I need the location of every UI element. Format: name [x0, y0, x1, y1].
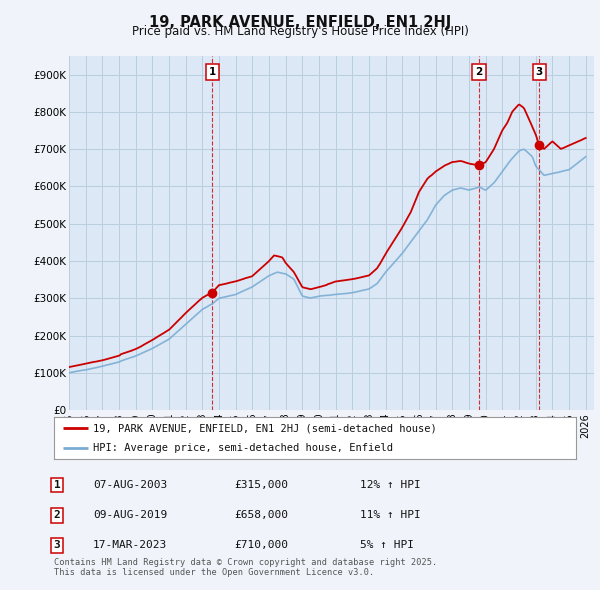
Text: 09-AUG-2019: 09-AUG-2019 — [93, 510, 167, 520]
Text: 2: 2 — [475, 67, 482, 77]
Text: 12% ↑ HPI: 12% ↑ HPI — [360, 480, 421, 490]
Text: 3: 3 — [536, 67, 543, 77]
Text: Contains HM Land Registry data © Crown copyright and database right 2025.
This d: Contains HM Land Registry data © Crown c… — [54, 558, 437, 577]
Text: 07-AUG-2003: 07-AUG-2003 — [93, 480, 167, 490]
Text: HPI: Average price, semi-detached house, Enfield: HPI: Average price, semi-detached house,… — [93, 444, 393, 453]
Text: £710,000: £710,000 — [234, 540, 288, 550]
Text: Price paid vs. HM Land Registry's House Price Index (HPI): Price paid vs. HM Land Registry's House … — [131, 25, 469, 38]
Text: 5% ↑ HPI: 5% ↑ HPI — [360, 540, 414, 550]
Text: 1: 1 — [209, 67, 216, 77]
Text: 17-MAR-2023: 17-MAR-2023 — [93, 540, 167, 550]
Text: 19, PARK AVENUE, ENFIELD, EN1 2HJ (semi-detached house): 19, PARK AVENUE, ENFIELD, EN1 2HJ (semi-… — [93, 423, 437, 433]
Text: 1: 1 — [53, 480, 61, 490]
Text: 11% ↑ HPI: 11% ↑ HPI — [360, 510, 421, 520]
Text: £658,000: £658,000 — [234, 510, 288, 520]
Text: 2: 2 — [53, 510, 61, 520]
Text: £315,000: £315,000 — [234, 480, 288, 490]
Text: 3: 3 — [53, 540, 61, 550]
Text: 19, PARK AVENUE, ENFIELD, EN1 2HJ: 19, PARK AVENUE, ENFIELD, EN1 2HJ — [149, 15, 451, 30]
